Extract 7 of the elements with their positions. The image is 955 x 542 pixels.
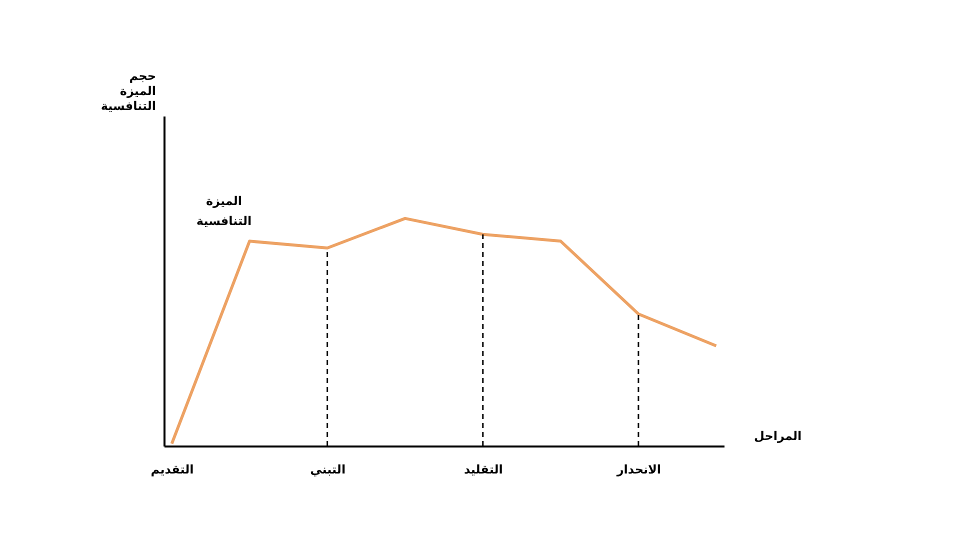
x-axis-title: المراحل bbox=[754, 429, 802, 443]
x-tick-label: التقليد bbox=[464, 462, 503, 476]
x-tick-label: التبني bbox=[310, 462, 346, 476]
x-tick-label: الانحدار bbox=[616, 462, 662, 476]
x-tick-label: التقديم bbox=[150, 462, 194, 476]
text: حجم الميزة التنافسية bbox=[100, 69, 156, 113]
annotation: الميزة التنافسية bbox=[196, 194, 252, 228]
